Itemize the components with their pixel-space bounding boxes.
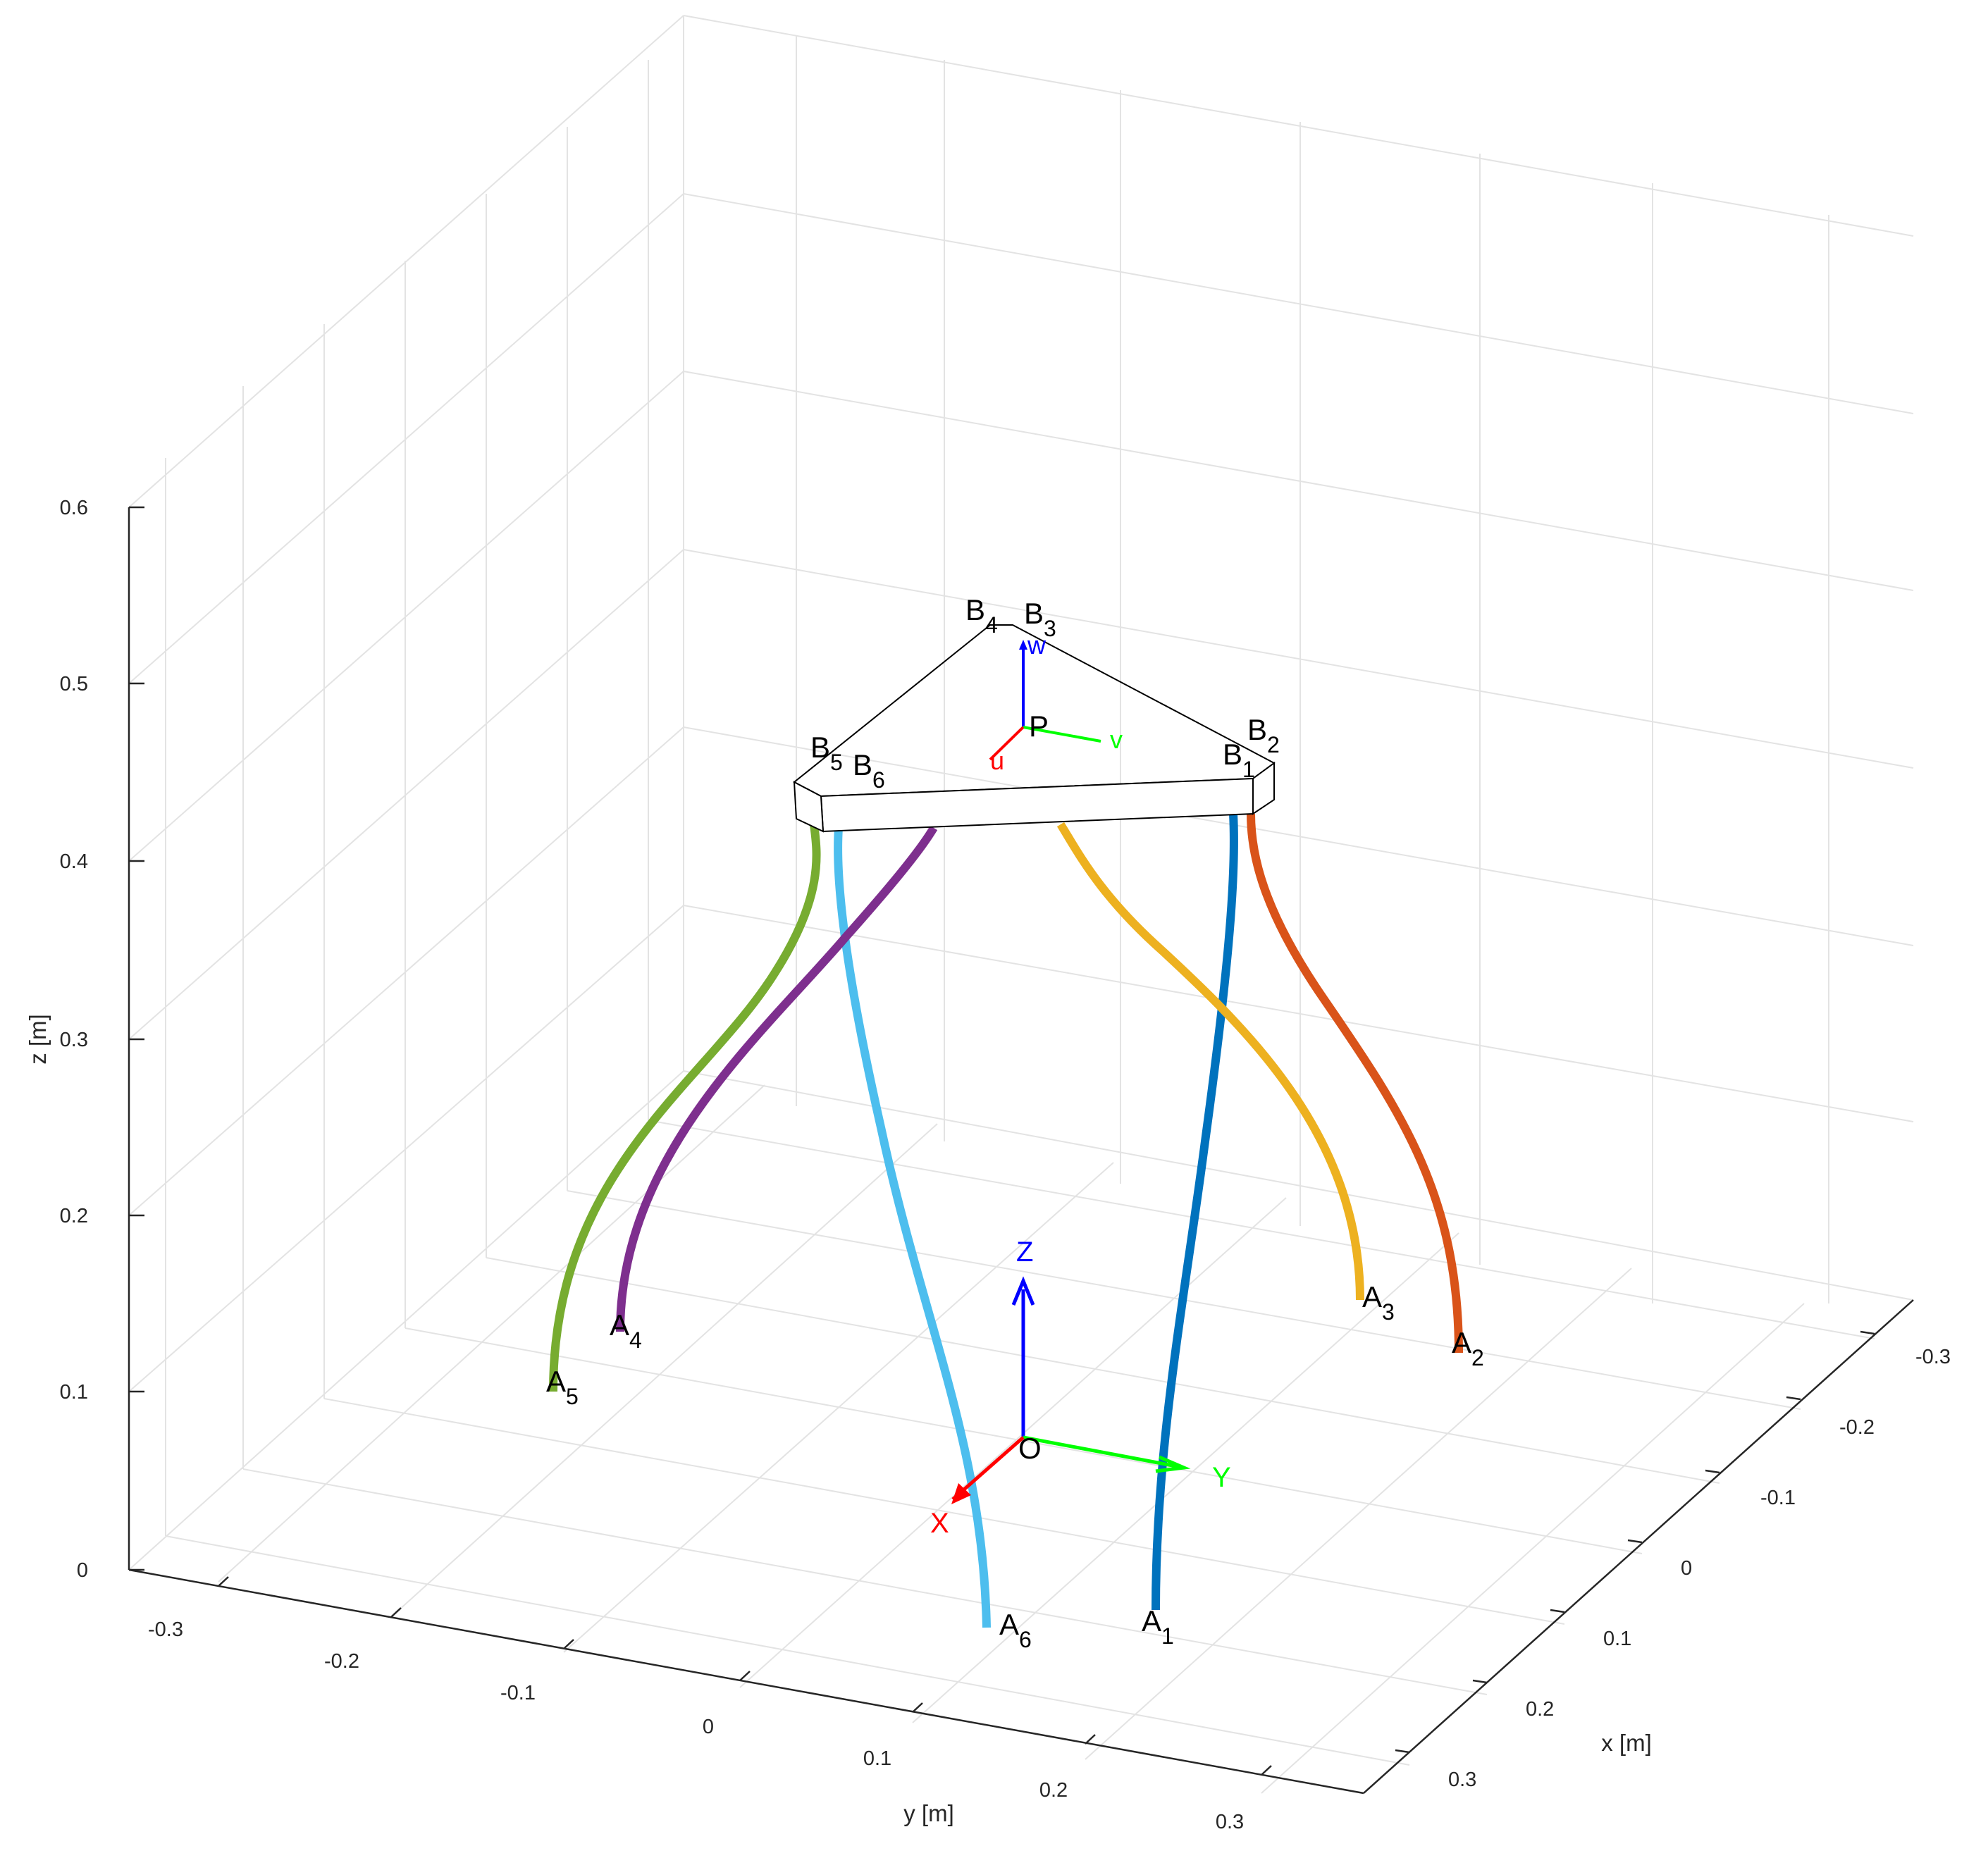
x-arrowhead	[951, 1483, 971, 1504]
u-label: u	[990, 746, 1004, 775]
v-label: v	[1110, 725, 1123, 754]
z-tick-label: 0.2	[60, 1205, 88, 1227]
x-tick-label: -0.1	[1760, 1487, 1796, 1509]
x-tick-label: -0.2	[1839, 1416, 1875, 1439]
b6-label: B6	[853, 748, 885, 793]
a4-label: A4	[610, 1308, 642, 1353]
b3-label: B3	[1024, 597, 1056, 641]
leg-A2	[1247, 813, 1463, 1354]
z-tick-label: 0.1	[60, 1381, 88, 1404]
a6-label: A6	[999, 1608, 1032, 1652]
x-tick-label: -0.3	[1915, 1346, 1951, 1368]
y-arrowhead	[1155, 1455, 1191, 1473]
x-axis-label: x [m]	[1601, 1730, 1652, 1756]
tick-marks	[129, 506, 1875, 1776]
b1-label: B1	[1223, 738, 1255, 782]
b5-label: B5	[810, 731, 843, 775]
w-label: w	[1027, 631, 1047, 659]
z-tick-label: 0	[77, 1559, 88, 1582]
leg-A4	[616, 825, 938, 1332]
y-tick-label: 0.1	[863, 1747, 891, 1770]
a3-label: A3	[1362, 1280, 1395, 1325]
x-tick-label: 0.2	[1526, 1698, 1554, 1721]
y-tick-label: -0.2	[324, 1650, 359, 1673]
w-arrowhead	[1019, 640, 1027, 650]
y-tick-label: -0.1	[500, 1682, 536, 1704]
z-tick-labels: 0.6 0.5 0.4 0.3 0.2 0.1 0	[60, 497, 88, 1582]
y-tick-label: 0.2	[1039, 1779, 1068, 1802]
y-tick-labels: -0.3 -0.2 -0.1 0 0.1 0.2 0.3	[148, 1618, 1244, 1833]
o-label: O	[1018, 1432, 1042, 1465]
z-tick-label: 0.4	[60, 850, 88, 873]
y-tick-label: -0.3	[148, 1618, 183, 1641]
u-axis-arrow	[989, 726, 1025, 761]
z-tick-label: 0.3	[60, 1029, 88, 1051]
p-label: P	[1029, 710, 1049, 743]
x-frame-label: X	[930, 1508, 949, 1539]
y-axis-label: y [m]	[903, 1800, 954, 1826]
x-tick-label: 0.3	[1448, 1769, 1476, 1791]
platform-left-face	[793, 781, 825, 833]
z-tick-label: 0.6	[60, 497, 88, 519]
legs	[549, 813, 1463, 1628]
y-tick-label: 0.3	[1216, 1811, 1244, 1833]
platform-point-labels: B1 B2 B3 B4 B5 B6	[810, 593, 1280, 793]
z-frame-label: Z	[1016, 1237, 1033, 1268]
base-point-labels: A1 A2 A3 A4 A5 A6	[546, 1280, 1484, 1652]
moving-platform	[793, 624, 1276, 833]
y-axis-arrow	[1023, 1435, 1185, 1470]
z-tick-label: 0.5	[60, 673, 88, 695]
x-tick-label: 0	[1681, 1557, 1692, 1580]
base-frame: Z Y X O	[930, 1237, 1231, 1539]
b2-label: B2	[1247, 713, 1280, 757]
x-axis-line	[1363, 1299, 1914, 1794]
z-axis-label: z [m]	[25, 1014, 51, 1065]
a5-label: A5	[546, 1365, 579, 1409]
v-axis-arrow	[1023, 726, 1101, 743]
a1-label: A1	[1142, 1604, 1174, 1649]
leg-A3	[1056, 822, 1364, 1301]
x-tick-labels: -0.3 -0.2 -0.1 0 0.1 0.2 0.3	[1448, 1346, 1951, 1791]
grid-back-panel	[683, 15, 1914, 1303]
leg-A6	[834, 827, 991, 1628]
z-arrowhead	[1011, 1276, 1035, 1306]
platform-right-face	[1252, 762, 1275, 815]
platform-front-face	[820, 777, 1254, 833]
x-tick-label: 0.1	[1603, 1628, 1631, 1650]
y-frame-label: Y	[1212, 1462, 1231, 1493]
leg-A5	[549, 824, 821, 1392]
b4-label: B4	[965, 593, 998, 638]
y-axis-line	[128, 1568, 1364, 1795]
axis-lines	[128, 507, 1914, 1795]
y-tick-label: 0	[703, 1716, 714, 1738]
platform-frame: w v u P	[989, 631, 1123, 775]
grid-left-panel	[128, 15, 684, 1571]
a2-label: A2	[1452, 1326, 1484, 1370]
